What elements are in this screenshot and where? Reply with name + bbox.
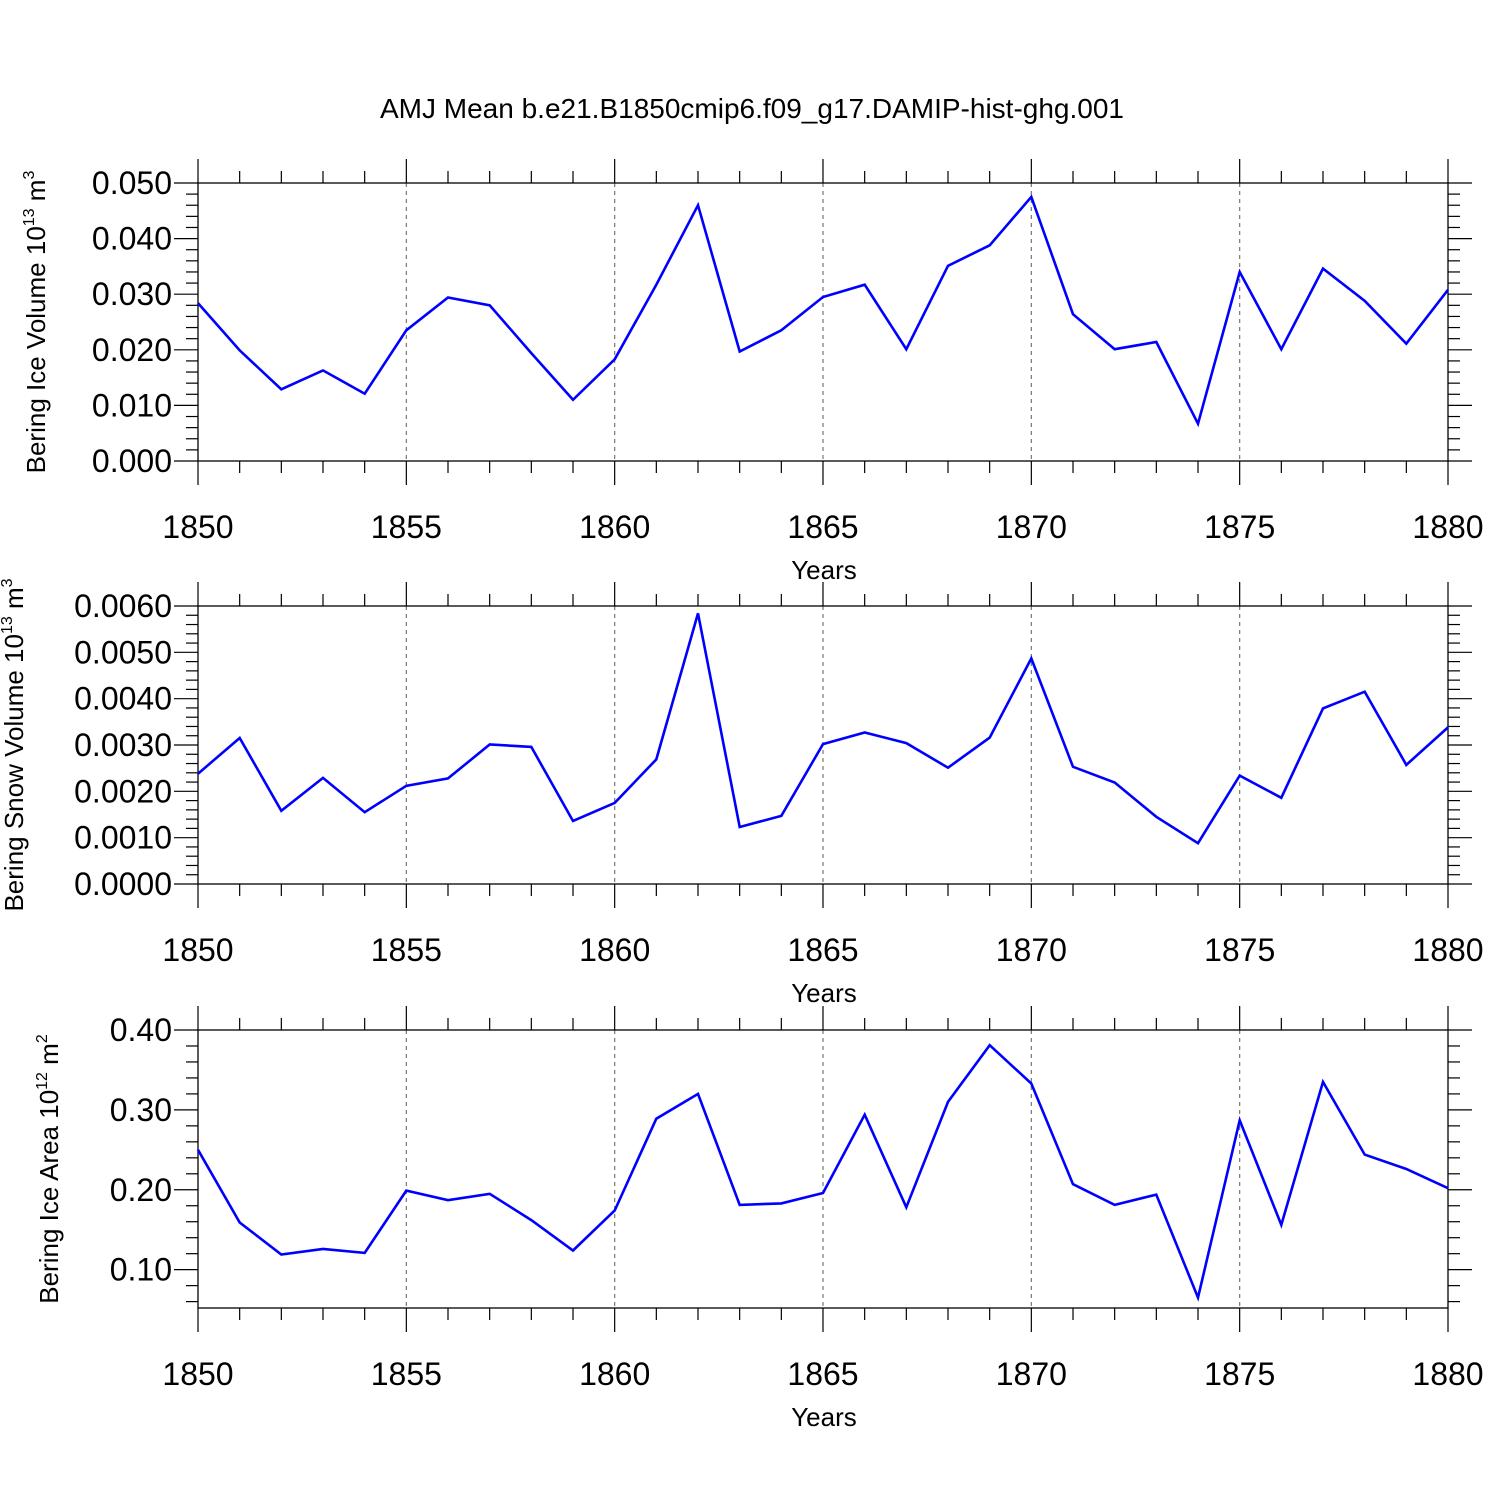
x-tick-label: 1865	[787, 509, 858, 545]
y-axis-label-part: Bering Ice Area 10	[34, 1090, 64, 1304]
x-tick-label: 1855	[371, 509, 442, 545]
y-axis-label-superscript: 12	[34, 1072, 51, 1090]
x-tick-label: 1850	[162, 1356, 233, 1392]
x-tick-label: 1880	[1412, 932, 1483, 968]
y-axis-label-superscript: 3	[0, 578, 16, 587]
x-tick-label: 1860	[579, 509, 650, 545]
y-tick-label: 0.0050	[74, 634, 172, 670]
y-tick-label: 0.0010	[74, 820, 172, 856]
y-tick-label: 0.0040	[74, 681, 172, 717]
y-tick-label: 0.0000	[74, 866, 172, 902]
y-axis-label-superscript: 3	[21, 171, 38, 180]
x-axis-label: Years	[791, 1402, 857, 1432]
y-axis-label-superscript: 2	[34, 1034, 51, 1043]
x-tick-label: 1860	[579, 932, 650, 968]
y-tick-label: 0.10	[110, 1252, 172, 1288]
y-axis-label-part: m	[34, 1043, 64, 1072]
x-axis-label: Years	[791, 978, 857, 1008]
y-tick-label: 0.000	[92, 443, 172, 479]
figure-title: AMJ Mean b.e21.B1850cmip6.f09_g17.DAMIP-…	[380, 93, 1124, 124]
x-tick-label: 1870	[996, 1356, 1067, 1392]
x-tick-label: 1855	[371, 932, 442, 968]
x-tick-label: 1880	[1412, 1356, 1483, 1392]
x-tick-label: 1850	[162, 932, 233, 968]
y-tick-label: 0.010	[92, 387, 172, 423]
y-axis-label-part: m	[0, 587, 29, 616]
y-axis-label-superscript: 13	[21, 208, 38, 226]
x-tick-label: 1875	[1204, 932, 1275, 968]
y-axis-label-part: Bering Ice Volume 10	[21, 226, 51, 473]
y-tick-label: 0.040	[92, 221, 172, 257]
y-tick-label: 0.30	[110, 1092, 172, 1128]
y-axis-label-part: m	[21, 180, 51, 209]
x-tick-label: 1870	[996, 932, 1067, 968]
y-axis-label-superscript: 13	[0, 616, 16, 634]
x-tick-label: 1875	[1204, 509, 1275, 545]
x-tick-label: 1860	[579, 1356, 650, 1392]
x-tick-label: 1850	[162, 509, 233, 545]
x-tick-label: 1875	[1204, 1356, 1275, 1392]
y-tick-label: 0.020	[92, 332, 172, 368]
y-tick-label: 0.0030	[74, 727, 172, 763]
x-tick-label: 1870	[996, 509, 1067, 545]
y-tick-label: 0.050	[92, 165, 172, 201]
x-tick-label: 1865	[787, 1356, 858, 1392]
y-axis-label-part: Bering Snow Volume 10	[0, 634, 29, 912]
x-tick-label: 1865	[787, 932, 858, 968]
x-axis-label: Years	[791, 555, 857, 585]
y-tick-label: 0.0020	[74, 773, 172, 809]
y-tick-label: 0.20	[110, 1172, 172, 1208]
y-tick-label: 0.0060	[74, 588, 172, 624]
y-tick-label: 0.030	[92, 276, 172, 312]
x-tick-label: 1855	[371, 1356, 442, 1392]
x-tick-label: 1880	[1412, 509, 1483, 545]
y-tick-label: 0.40	[110, 1012, 172, 1048]
